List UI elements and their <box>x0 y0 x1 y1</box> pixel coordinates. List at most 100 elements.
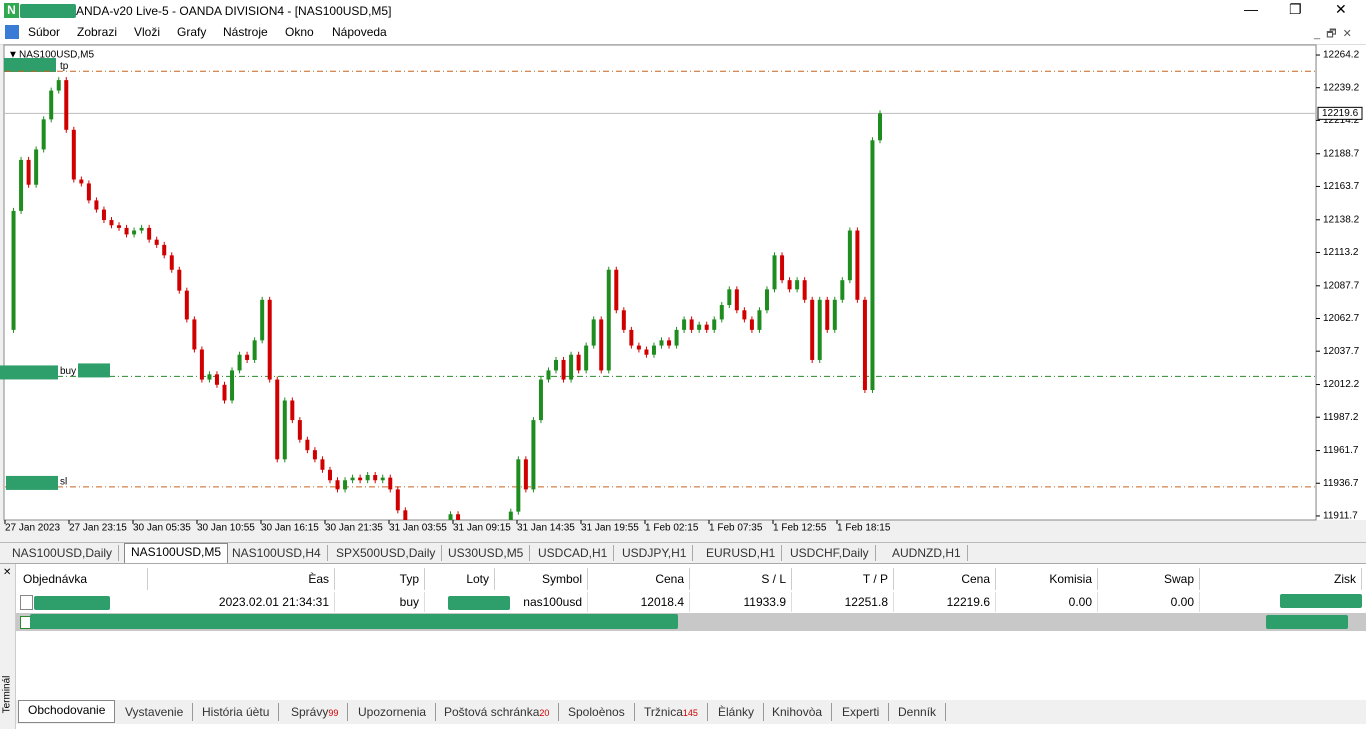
candle <box>690 319 694 329</box>
candle <box>855 231 859 300</box>
child-controls[interactable]: _ 🗗 ✕ <box>1314 25 1352 44</box>
tab-label: Knihovòa <box>772 705 822 719</box>
candle <box>245 355 249 360</box>
candle <box>750 319 754 329</box>
terminal-tab[interactable]: Tržnica145 <box>635 703 708 721</box>
menu-item[interactable]: Grafy <box>177 25 206 39</box>
cell: buy <box>335 592 425 612</box>
tab-label: Upozornenia <box>358 705 426 719</box>
menu-item[interactable]: Súbor <box>28 25 60 39</box>
candle <box>720 305 724 319</box>
terminal-tab[interactable]: Denník <box>889 703 946 721</box>
column-header[interactable]: Èas <box>148 568 335 590</box>
chart-tab[interactable]: US30USD,M5 <box>442 545 530 561</box>
chart-tab[interactable]: USDCHF,Daily <box>784 545 876 561</box>
redaction <box>448 596 510 610</box>
x-tick-label: 31 Jan 14:35 <box>517 523 575 534</box>
terminal-tab[interactable]: Obchodovanie <box>18 700 115 723</box>
candle <box>373 475 377 480</box>
y-tick-label: 11987.2 <box>1323 412 1359 423</box>
minimize-button[interactable]: — <box>1244 1 1258 17</box>
candle <box>64 80 68 130</box>
terminal-tab[interactable]: Spoloènos <box>559 703 635 721</box>
candle <box>132 231 136 235</box>
chart-tab[interactable]: NAS100USD,H4 <box>226 545 328 561</box>
title-bar: N ANDA-v20 Live-5 - OANDA DIVISION4 - [N… <box>0 0 1366 22</box>
candle <box>125 228 129 235</box>
candle <box>192 319 196 349</box>
terminal-tab[interactable]: Poštová schránka20 <box>435 703 559 721</box>
terminal-tab[interactable]: Experti <box>833 703 889 721</box>
column-header[interactable]: Cena <box>588 568 690 590</box>
candle <box>577 355 581 371</box>
candle <box>19 160 23 211</box>
column-header[interactable]: Symbol <box>495 568 588 590</box>
candle <box>705 325 709 330</box>
terminal-close[interactable]: ✕ <box>3 567 11 578</box>
window-title: ANDA-v20 Live-5 - OANDA DIVISION4 - [NAS… <box>76 4 391 18</box>
candle <box>381 478 385 481</box>
column-header[interactable]: Typ <box>335 568 425 590</box>
candle <box>449 514 453 531</box>
cell: 12219.6 <box>894 592 996 612</box>
column-header[interactable]: Objednávka <box>18 568 148 590</box>
candle <box>562 360 566 380</box>
chart-tab[interactable]: AUDNZD,H1 <box>886 545 968 561</box>
column-header[interactable]: Swap <box>1098 568 1200 590</box>
menu-item[interactable]: Nástroje <box>223 25 268 39</box>
candle <box>833 300 837 330</box>
candle <box>147 228 151 240</box>
x-tick-label: 31 Jan 03:55 <box>389 523 447 534</box>
candle <box>878 113 882 140</box>
candle <box>94 200 98 209</box>
column-header[interactable]: Loty <box>425 568 495 590</box>
column-header[interactable]: T / P <box>792 568 894 590</box>
x-tick-label: 1 Feb 12:55 <box>773 523 827 534</box>
terminal-tab[interactable]: História úètu <box>193 703 279 721</box>
candle <box>200 349 204 379</box>
terminal-tab[interactable]: Knihovòa <box>763 703 832 721</box>
y-tick-label: 12087.7 <box>1323 280 1360 291</box>
plot-area <box>4 45 1316 520</box>
terminal-tab[interactable]: Správy99 <box>282 703 348 721</box>
candle <box>629 330 633 346</box>
candle <box>592 319 596 345</box>
menu-item[interactable]: Zobrazi <box>77 25 117 39</box>
candle <box>524 459 528 489</box>
terminal-tab[interactable]: Upozornenia <box>349 703 436 721</box>
column-header[interactable]: Cena <box>894 568 996 590</box>
menu-item[interactable]: Vloži <box>134 25 160 39</box>
candle <box>42 119 46 149</box>
candle <box>795 280 799 289</box>
chart-tab[interactable]: USDCAD,H1 <box>532 545 614 561</box>
restore-button[interactable]: ❐ <box>1289 1 1302 18</box>
terminal-tab[interactable]: Èlánky <box>709 703 764 721</box>
x-tick-label: 30 Jan 16:15 <box>261 523 319 534</box>
candle <box>102 210 106 220</box>
candle <box>863 300 867 390</box>
chart-tab[interactable]: EURUSD,H1 <box>700 545 782 561</box>
x-tick-label: 1 Feb 18:15 <box>837 523 891 534</box>
close-button[interactable]: ✕ <box>1335 1 1347 18</box>
column-header[interactable]: Komisia <box>996 568 1098 590</box>
candle <box>818 300 822 360</box>
column-header[interactable]: S / L <box>690 568 792 590</box>
chart-tab[interactable]: USDJPY,H1 <box>616 545 693 561</box>
candle <box>825 300 829 330</box>
menu-item[interactable]: Nápoveda <box>332 25 387 39</box>
menu-item[interactable]: Okno <box>285 25 314 39</box>
chart: ▼ NAS100USD,M5 12264.212239.212214.21218… <box>0 44 1366 542</box>
tab-badge: 145 <box>683 708 698 718</box>
y-tick-label: 11911.7 <box>1323 511 1358 522</box>
terminal-tab[interactable]: Vystavenie <box>116 703 193 721</box>
chart-tab[interactable]: NAS100USD,Daily <box>6 545 119 561</box>
cell: 11933.9 <box>690 592 792 612</box>
candle <box>870 140 874 390</box>
candle <box>622 310 626 330</box>
candle <box>155 240 159 245</box>
chart-tab[interactable]: NAS100USD,M5 <box>124 543 228 563</box>
chart-tab[interactable]: SPX500USD,Daily <box>330 545 442 561</box>
column-header[interactable]: Zisk <box>1200 568 1362 590</box>
